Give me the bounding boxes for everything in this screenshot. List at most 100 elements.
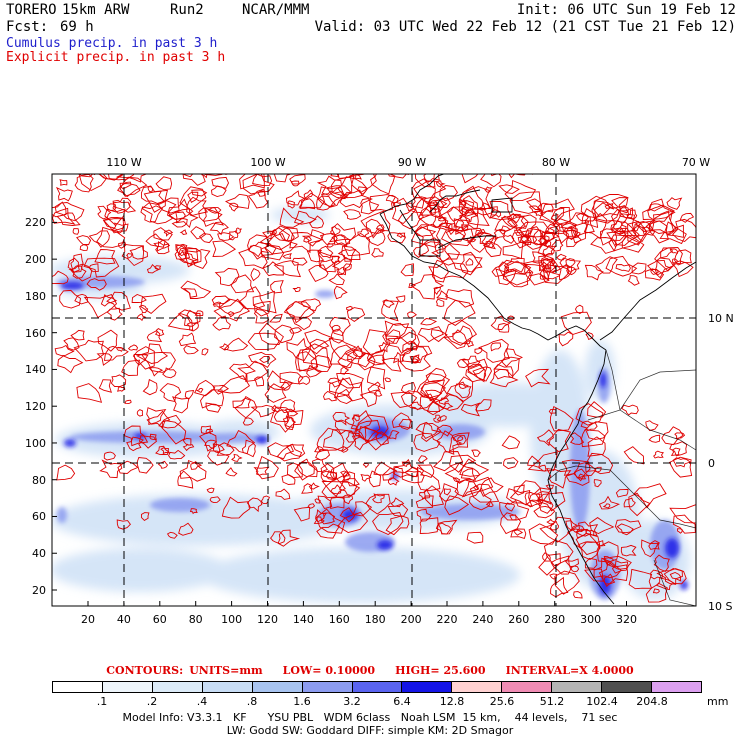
contour xyxy=(298,192,325,209)
contour xyxy=(502,260,534,286)
contour xyxy=(206,487,215,494)
contour xyxy=(546,428,572,452)
contour xyxy=(375,431,389,446)
contour xyxy=(538,255,554,272)
contour xyxy=(238,286,266,310)
contour xyxy=(337,511,369,533)
contour xyxy=(286,444,306,458)
contour xyxy=(435,180,446,188)
color-scale-swatch xyxy=(151,682,202,692)
contour xyxy=(619,207,633,219)
contour xyxy=(542,260,557,273)
contour xyxy=(303,189,313,200)
contour xyxy=(459,206,470,213)
contour xyxy=(316,175,342,196)
contour xyxy=(329,496,345,509)
contour xyxy=(110,374,127,387)
contour xyxy=(587,401,607,418)
contour xyxy=(267,442,295,460)
contour xyxy=(157,460,169,469)
contours-interval: INTERVAL=X 4.0000 xyxy=(505,664,634,677)
contour xyxy=(362,462,369,469)
color-scale-swatch xyxy=(351,682,402,692)
contour xyxy=(461,355,481,368)
contour xyxy=(52,270,69,285)
contour xyxy=(608,234,641,252)
contour xyxy=(136,313,147,322)
contour xyxy=(212,443,225,454)
contour xyxy=(398,418,413,430)
contour xyxy=(465,364,487,383)
contour xyxy=(668,456,693,478)
contour xyxy=(648,203,665,212)
contour xyxy=(542,552,551,562)
contour xyxy=(136,457,154,474)
contour xyxy=(104,208,126,227)
contour xyxy=(229,363,256,381)
contour xyxy=(503,457,519,470)
contour xyxy=(385,329,401,344)
y-tick-label: 180 xyxy=(25,289,46,303)
y-tick-label: 160 xyxy=(25,326,46,340)
y-tick-label: 60 xyxy=(32,510,46,524)
contour xyxy=(138,435,158,449)
contour xyxy=(459,208,477,223)
contour xyxy=(201,348,209,356)
contour xyxy=(419,517,439,534)
contour xyxy=(420,382,446,399)
contour xyxy=(317,186,345,208)
contour xyxy=(270,280,284,294)
contour xyxy=(106,307,123,321)
contour xyxy=(367,381,381,393)
contour xyxy=(506,488,533,508)
contour xyxy=(605,255,638,277)
contour xyxy=(126,436,144,452)
contour xyxy=(275,488,291,500)
model-name: TORERO xyxy=(6,2,57,18)
contour xyxy=(455,154,461,159)
axis-ticks xyxy=(52,221,627,606)
contour xyxy=(561,459,591,482)
y-tick-label: 80 xyxy=(32,473,46,487)
contour xyxy=(301,483,313,494)
contour xyxy=(178,522,194,536)
contour xyxy=(314,498,321,504)
contour xyxy=(400,390,435,410)
contour xyxy=(581,429,606,448)
contour xyxy=(247,332,280,351)
contour xyxy=(598,495,621,510)
contour xyxy=(628,568,653,590)
contour xyxy=(615,264,631,272)
contour xyxy=(346,307,366,322)
color-scale-swatch xyxy=(53,682,102,692)
contour xyxy=(585,452,614,475)
color-scale-swatch xyxy=(551,682,602,692)
contour xyxy=(483,206,498,219)
contour xyxy=(600,227,627,246)
contour xyxy=(171,396,190,414)
contour xyxy=(510,528,527,539)
contour xyxy=(644,268,665,281)
contour xyxy=(511,214,537,238)
contour xyxy=(299,198,316,210)
contour xyxy=(88,230,110,248)
contour xyxy=(425,199,445,214)
contour xyxy=(502,240,524,260)
contour xyxy=(351,414,360,422)
contour xyxy=(68,265,87,279)
contours-units: UNITS=mm xyxy=(189,664,263,677)
contour xyxy=(498,184,520,194)
contour xyxy=(493,363,514,380)
y-tick-label: 120 xyxy=(25,400,46,414)
contour xyxy=(367,354,385,365)
contour xyxy=(228,230,239,241)
contour xyxy=(538,464,547,472)
contour xyxy=(166,198,194,220)
contour xyxy=(182,288,198,298)
contour xyxy=(53,143,67,152)
contour xyxy=(86,278,107,291)
contour xyxy=(335,388,353,404)
contour xyxy=(284,408,299,418)
contour xyxy=(427,133,453,154)
contour xyxy=(411,196,427,209)
